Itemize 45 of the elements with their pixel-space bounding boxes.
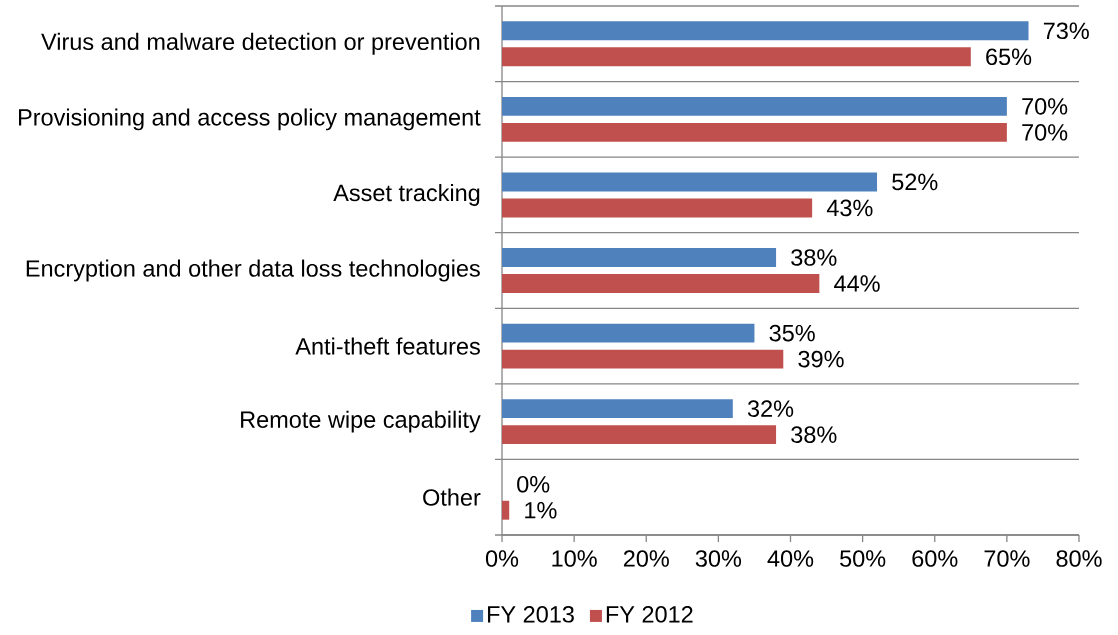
data-label: 1%	[525, 502, 557, 519]
bar	[502, 248, 777, 267]
x-tick-label: 70%	[984, 550, 1030, 567]
data-label: 70%	[1022, 98, 1068, 115]
data-label: 38%	[791, 249, 837, 266]
x-tick-label: 50%	[840, 550, 886, 567]
y-tick-label: Virus and malware detection or prevention	[41, 32, 480, 55]
bar	[502, 500, 510, 520]
data-label: 38%	[791, 426, 837, 443]
legend-label: FY 2013	[488, 605, 574, 623]
y-tick-label: Encryption and other data loss technologies	[26, 259, 480, 282]
legend-label: FY 2012	[606, 605, 693, 623]
bar	[502, 349, 784, 369]
bar	[502, 198, 813, 218]
y-tick-label: Provisioning and access policy management	[19, 108, 481, 131]
bar	[502, 96, 1007, 116]
data-label: 44%	[834, 275, 880, 292]
x-tick-label: 60%	[912, 550, 958, 567]
data-label: 35%	[769, 324, 815, 342]
data-label: 73%	[1043, 22, 1089, 40]
data-label: 39%	[798, 350, 844, 368]
x-tick-label: 0%	[485, 550, 519, 567]
y-tick-label: Asset tracking	[333, 183, 480, 206]
bar	[502, 21, 1029, 41]
data-label: 70%	[1022, 124, 1068, 141]
x-tick-label: 80%	[1056, 550, 1102, 567]
data-label: 43%	[826, 199, 873, 217]
data-label: 52%	[892, 173, 938, 191]
bar	[502, 399, 733, 419]
bar	[502, 425, 777, 445]
x-tick-label: 10%	[552, 550, 597, 567]
data-label: 65%	[986, 48, 1032, 66]
y-tick-label: Remote wipe capability	[241, 410, 481, 433]
x-tick-label: 30%	[695, 550, 742, 567]
y-tick-label: Other	[423, 488, 481, 506]
x-tick-label: 40%	[767, 550, 814, 567]
bar	[502, 274, 820, 293]
bar	[502, 172, 878, 192]
y-tick-label: Anti-theft features	[295, 337, 480, 355]
bar	[502, 47, 971, 67]
data-label: 0%	[517, 475, 550, 493]
bar	[502, 122, 1007, 142]
x-tick-label: 20%	[623, 550, 669, 567]
bar	[502, 323, 755, 343]
data-label: 32%	[747, 400, 794, 417]
